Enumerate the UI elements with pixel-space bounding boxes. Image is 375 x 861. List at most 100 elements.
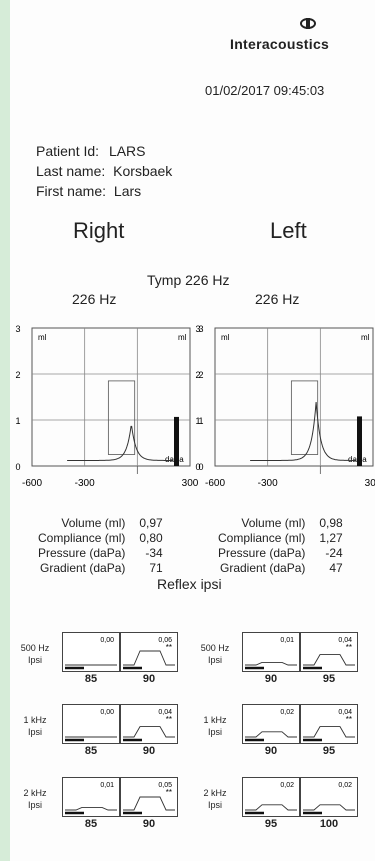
left-reflex-trace xyxy=(245,804,297,811)
left-reflex-amplitude: 0,02 xyxy=(338,782,352,789)
left-reflex-freq: 1 kHz xyxy=(203,715,227,725)
right-reflex-level: 90 xyxy=(142,818,156,830)
right-measure-row: Pressure (daPa) -34 xyxy=(38,546,163,561)
left-reflex-trace xyxy=(303,726,355,738)
left-reflex-box: 0,04** xyxy=(300,704,358,744)
left-reflex-trace xyxy=(245,661,297,666)
right-reflex-amplitude: 0,04 xyxy=(158,709,172,716)
left-measure-label: Gradient (daPa) xyxy=(219,561,306,575)
left-reflex-label: 1 kHz Ipsi xyxy=(194,714,236,738)
right-tymp-y-tick-left: 0 xyxy=(15,462,20,472)
left-tymp-x-tick: -300 xyxy=(258,478,278,489)
right-reflex-amplitude: 0,00 xyxy=(100,709,114,716)
left-measure-value: -24 xyxy=(325,546,343,560)
left-reflex-level: 100 xyxy=(319,818,339,830)
right-reflex-trace xyxy=(123,796,175,811)
left-reflex-box: 0,04** xyxy=(300,632,358,672)
left-reflex-trace xyxy=(303,804,355,811)
left-reflex-level: 95 xyxy=(322,673,336,685)
left-reflex-mode: Ipsi xyxy=(207,800,222,810)
left-tymp-y-tick-left: 1 xyxy=(198,416,203,426)
right-tymp-x-tick: 300 xyxy=(182,478,199,489)
left-measure-value: 1,27 xyxy=(319,531,343,545)
right-measure-row: Compliance (ml) 0,80 xyxy=(38,531,163,546)
left-measure-row: Gradient (daPa) 47 xyxy=(218,561,343,576)
right-reflex-marker: ** xyxy=(166,715,172,724)
right-reflex-box: 0,00 xyxy=(62,704,120,744)
right-reflex-trace xyxy=(123,726,175,738)
right-reflex-level: 85 xyxy=(84,818,98,830)
right-tymp-unit-ml-right: ml xyxy=(178,333,187,342)
last-name-label: Last name: xyxy=(36,163,106,179)
right-measure-value: 0,80 xyxy=(139,531,163,545)
left-reflex-level: 90 xyxy=(264,745,278,757)
right-reflex-label: 2 kHz Ipsi xyxy=(14,787,56,811)
left-volume-bar xyxy=(357,416,362,466)
right-measures-table: Volume (ml) 0,97 Compliance (ml) 0,80 Pressu… xyxy=(38,516,163,576)
right-measure-label: Pressure (daPa) xyxy=(38,546,126,560)
left-reflex-mode: Ipsi xyxy=(207,655,222,665)
left-tymp-y-tick-left: 3 xyxy=(198,324,203,334)
right-reflex-box: 0,00 xyxy=(62,632,120,672)
patient-id-label: Patient Id: xyxy=(36,143,100,159)
right-reflex-amplitude: 0,01 xyxy=(100,782,114,789)
left-tympanogram-curve xyxy=(250,402,356,461)
right-reflex-mode: Ipsi xyxy=(27,655,42,665)
last-name-value: Korsbaek xyxy=(113,163,173,179)
right-measure-value: -34 xyxy=(145,546,163,560)
right-reflex-level: 85 xyxy=(84,745,98,757)
patient-id-value: LARS xyxy=(108,143,146,159)
right-tymp-x-tick: -300 xyxy=(75,478,95,489)
right-tymp-y-tick-right: 3 xyxy=(195,324,200,334)
right-reflex-label: 500 Hz Ipsi xyxy=(14,642,56,666)
right-tympanogram-curve xyxy=(67,425,173,461)
right-measure-label: Compliance (ml) xyxy=(38,531,126,545)
right-reflex-freq: 1 kHz xyxy=(23,715,47,725)
left-measure-value: 47 xyxy=(329,561,343,575)
left-measure-row: Volume (ml) 0,98 xyxy=(218,516,343,531)
right-reflex-marker: ** xyxy=(166,643,172,652)
left-reflex-amplitude: 0,02 xyxy=(280,709,294,716)
right-reflex-amplitude: 0,05 xyxy=(158,782,172,789)
right-reflex-amplitude: 0,06 xyxy=(158,637,172,644)
right-measure-value: 0,97 xyxy=(139,516,163,530)
last-name-row: Last name: Korsbaek xyxy=(36,163,172,179)
left-reflex-box: 0,02 xyxy=(300,777,358,817)
left-reflex-amplitude: 0,04 xyxy=(338,709,352,716)
left-tymp-y-tick-left: 0 xyxy=(198,462,203,472)
right-tymp-y-tick-right: 1 xyxy=(195,416,200,426)
first-name-row: First name: Lars xyxy=(36,183,141,199)
right-tymp-freq: 226 Hz xyxy=(72,291,117,307)
first-name-value: Lars xyxy=(113,183,142,199)
left-reflex-freq: 2 kHz xyxy=(203,788,227,798)
left-measure-value: 0,98 xyxy=(319,516,343,530)
left-tymp-x-tick: 300 xyxy=(365,478,375,489)
left-measures-table: Volume (ml) 0,98 Compliance (ml) 1,27 Pressu… xyxy=(218,516,343,576)
left-reflex-trace xyxy=(303,654,355,666)
right-tymp-unit-ml-left: ml xyxy=(38,333,47,342)
right-reflex-box: 0,01 xyxy=(62,777,120,817)
right-reflex-box: 0,06** xyxy=(120,632,178,672)
left-reflex-level: 95 xyxy=(264,818,278,830)
report-page: Interacoustics 01/02/2017 09:45:03 Patie… xyxy=(10,0,375,861)
right-reflex-freq: 500 Hz xyxy=(20,643,50,653)
left-ear-heading: Left xyxy=(270,218,307,243)
right-reflex-amplitude: 0,00 xyxy=(100,637,114,644)
left-reflex-box: 0,02 xyxy=(242,777,300,817)
right-reflex-box: 0,05** xyxy=(120,777,178,817)
right-reflex-freq: 2 kHz xyxy=(23,788,47,798)
left-reflex-level: 90 xyxy=(264,673,278,685)
left-reflex-level: 95 xyxy=(322,745,336,757)
brand-name: Interacoustics xyxy=(230,36,330,52)
right-reflex-level: 90 xyxy=(142,745,156,757)
left-reflex-freq: 500 Hz xyxy=(200,643,230,653)
right-tymp-y-tick-left: 2 xyxy=(15,370,20,380)
right-reflex-trace xyxy=(123,650,175,666)
left-tymp-unit-ml-left: ml xyxy=(221,333,230,342)
right-reflex-label: 1 kHz Ipsi xyxy=(14,714,56,738)
left-measure-label: Pressure (daPa) xyxy=(218,546,306,560)
right-measure-label: Volume (ml) xyxy=(61,516,126,530)
reflex-title: Reflex ipsi xyxy=(157,576,222,592)
left-measure-row: Compliance (ml) 1,27 xyxy=(218,531,343,546)
